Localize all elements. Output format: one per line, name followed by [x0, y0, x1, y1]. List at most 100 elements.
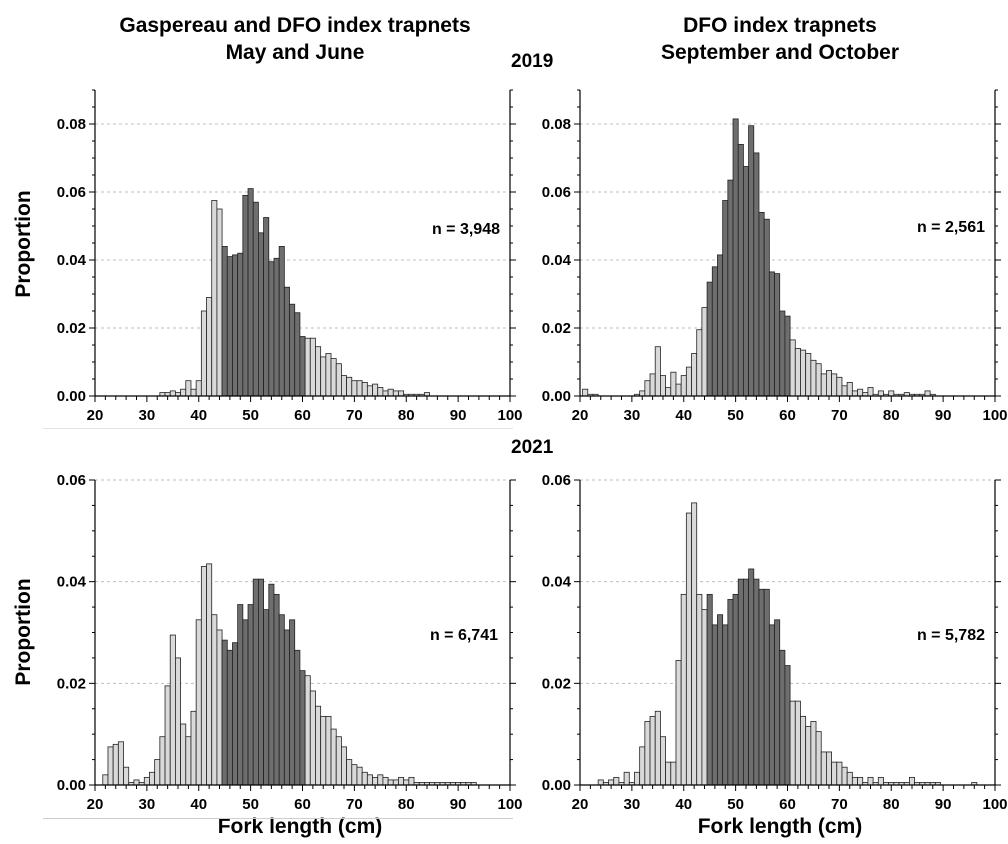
bar: [309, 690, 316, 786]
bar: [180, 723, 187, 786]
bar: [654, 346, 661, 397]
bar: [867, 776, 874, 786]
bar: [154, 759, 161, 786]
y-tick-label: 0.02: [542, 675, 571, 692]
x-tick-label: 60: [779, 407, 796, 424]
x-tick-label: 100: [982, 407, 1007, 424]
bar: [258, 578, 264, 786]
right-title-line2: September and October: [660, 41, 900, 64]
bar: [164, 685, 171, 786]
x-tick-label: 70: [346, 796, 363, 813]
bar: [304, 337, 311, 397]
bar: [691, 353, 698, 397]
bar: [200, 310, 207, 397]
bar: [206, 563, 213, 786]
bar: [924, 390, 931, 397]
y-tick-label: 0.00: [57, 777, 86, 794]
bar: [660, 375, 666, 397]
bar: [691, 502, 698, 786]
bar: [190, 388, 197, 397]
bar: [263, 609, 270, 786]
bar: [221, 639, 228, 786]
bar: [649, 715, 656, 786]
bar: [582, 388, 589, 397]
bar: [758, 588, 765, 786]
bar: [685, 366, 692, 397]
bar: [789, 339, 796, 397]
bar: [185, 380, 192, 397]
x-tick-label: 20: [572, 407, 589, 424]
bar: [623, 771, 630, 786]
bar: [190, 710, 197, 786]
bar: [382, 390, 389, 397]
bar: [670, 761, 677, 786]
bar: [810, 721, 817, 786]
bar: [304, 675, 311, 786]
x-tick-label: 50: [727, 796, 744, 813]
bar: [180, 388, 187, 397]
bar: [330, 728, 337, 786]
bar: [597, 779, 604, 786]
bar: [133, 779, 140, 786]
bar: [232, 254, 239, 397]
bar: [247, 604, 254, 786]
bar: [701, 609, 708, 786]
x-tick-label: 60: [294, 796, 311, 813]
x-tick-label: 30: [139, 407, 156, 424]
bar: [408, 776, 415, 786]
bar: [836, 376, 843, 397]
bar: [841, 385, 848, 397]
sample-size-label: n = 2,561: [917, 219, 985, 236]
x-tick-label: 20: [572, 796, 589, 813]
bar: [398, 390, 405, 397]
bar: [608, 779, 615, 786]
bar: [685, 512, 692, 786]
x-axis-label-left: Fork length (cm): [217, 815, 383, 838]
bar: [846, 381, 853, 397]
bar: [325, 715, 332, 786]
x-tick-label: 100: [497, 407, 522, 424]
bar: [820, 373, 827, 397]
bar: [727, 179, 734, 397]
bar: [263, 217, 270, 397]
bar: [330, 358, 337, 397]
sample-size-label: n = 5,782: [917, 627, 985, 644]
bar: [774, 619, 781, 786]
bar: [711, 624, 718, 786]
bar: [794, 700, 801, 786]
y-tick-label: 0.06: [57, 184, 86, 201]
bar: [341, 746, 347, 786]
x-tick-label: 100: [982, 796, 1007, 813]
bar: [242, 619, 249, 786]
bar: [649, 373, 656, 397]
bar: [743, 578, 749, 786]
bar: [159, 736, 166, 786]
x-tick-label: 40: [190, 407, 207, 424]
bar: [732, 593, 739, 786]
bar: [748, 125, 755, 397]
bar: [722, 200, 729, 397]
bar: [335, 363, 342, 397]
bar: [851, 776, 858, 786]
bar: [639, 746, 646, 786]
bar: [717, 614, 724, 786]
bar: [149, 771, 156, 786]
bar: [810, 359, 817, 397]
bar: [185, 736, 192, 786]
bar: [675, 660, 682, 786]
bar: [211, 200, 218, 397]
bar: [857, 776, 864, 786]
x-tick-label: 30: [624, 407, 641, 424]
bar: [696, 329, 703, 397]
sample-size-label: n = 6,741: [430, 627, 498, 644]
bar: [211, 614, 218, 786]
bar: [341, 375, 347, 397]
bar: [258, 232, 264, 397]
bar: [216, 208, 223, 397]
panel-frame-top-left: [43, 80, 513, 429]
x-tick-label: 90: [450, 796, 467, 813]
x-tick-label: 60: [779, 796, 796, 813]
bar: [377, 387, 384, 397]
panel-2019-may-june: 20 30 40 50 60 70 80 90 100 0.00 0.02 0.04 0.06 0.08 n…: [57, 89, 523, 424]
